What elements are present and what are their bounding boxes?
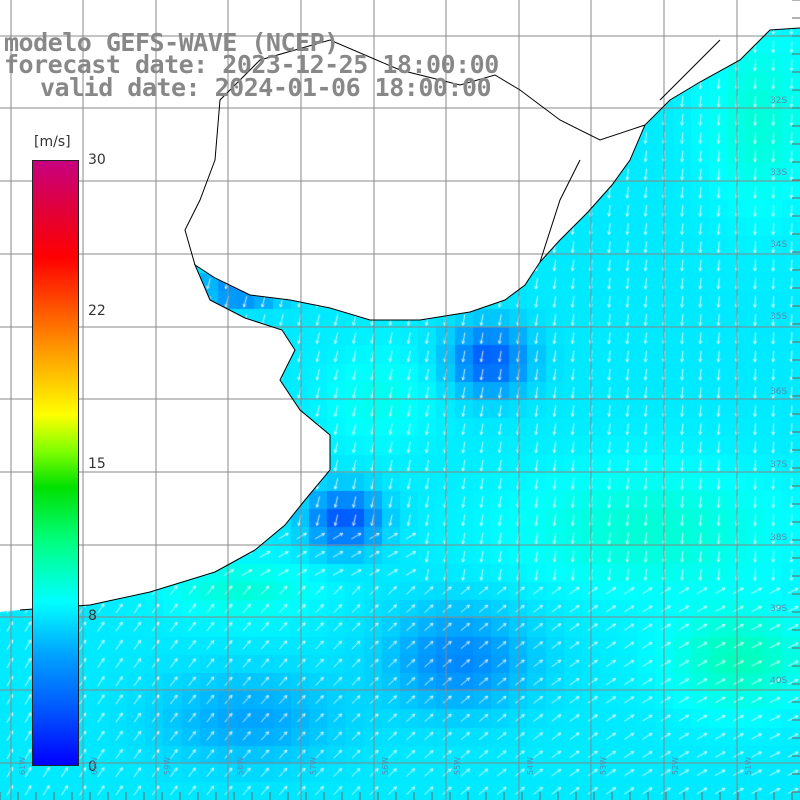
colorbar-tick-30: 30 — [88, 152, 106, 168]
lat-label: 37S — [770, 460, 788, 470]
lat-label: 39S — [770, 604, 788, 614]
lon-label: 58W — [236, 756, 245, 775]
model-title: modelo GEFS-WAVE (NCEP) — [4, 28, 339, 57]
colorbar-tick-8: 8 — [88, 608, 97, 624]
lat-label: 40S — [770, 676, 788, 686]
lon-label: 51W — [744, 756, 753, 775]
lon-label: 55W — [453, 756, 462, 775]
lon-label: 56W — [381, 756, 390, 775]
lat-label: 34S — [770, 240, 788, 250]
lon-label: 59W — [163, 756, 172, 775]
lon-label: 54W — [526, 756, 535, 775]
lon-label: 57W — [309, 756, 318, 775]
lat-label: 35S — [770, 312, 788, 322]
valid-date: valid date: 2024-01-06 18:00:00 — [40, 73, 492, 102]
lon-label: 53W — [599, 756, 608, 775]
lon-label: 52W — [671, 756, 680, 775]
lat-label: 36S — [770, 387, 788, 397]
coastline — [19, 27, 800, 611]
lon-label: 60W — [90, 756, 99, 775]
colorbar — [32, 160, 79, 766]
border-line — [184, 39, 721, 266]
coastline-path — [19, 27, 800, 611]
lat-label: 32S — [770, 96, 788, 106]
colorbar-unit: [m/s] — [34, 134, 71, 150]
lat-label: 38S — [770, 533, 788, 543]
forecast-date: forecast date: 2023-12-25 18:00:00 — [4, 50, 499, 79]
lat-label: 33S — [770, 168, 788, 178]
lon-label: 61W — [18, 756, 27, 775]
colorbar-tick-22: 22 — [88, 303, 106, 319]
colorbar-tick-15: 15 — [88, 456, 106, 472]
colorbar-tick-0: 0 — [88, 759, 97, 775]
